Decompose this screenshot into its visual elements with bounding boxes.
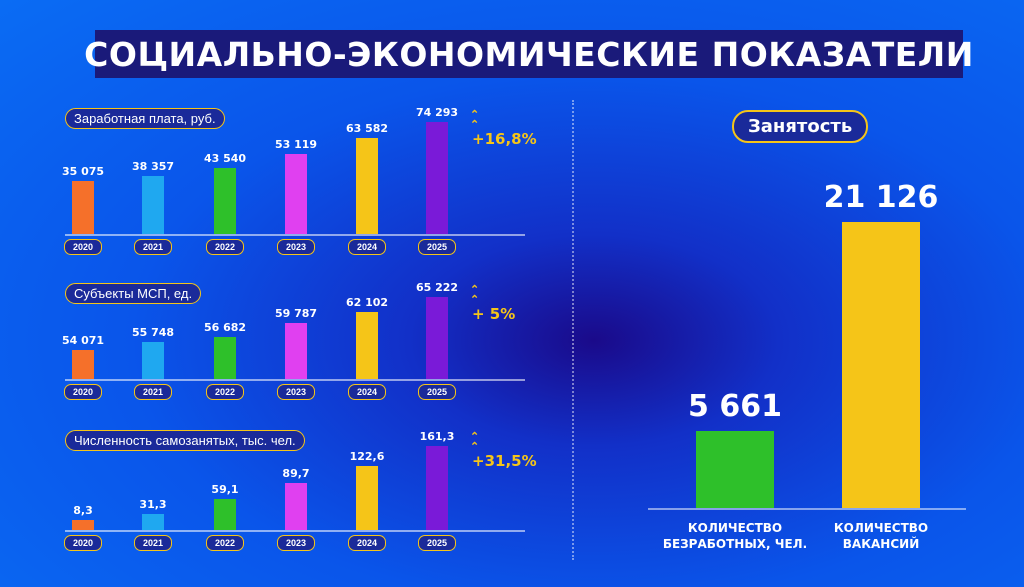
msp-bar-2020 [72, 349, 94, 379]
unemployed-value-label: 5 661 [688, 389, 782, 425]
salary-year-label: 2023 [277, 239, 315, 255]
msp-bar-2023 [285, 322, 307, 379]
title-bar: СОЦИАЛЬНО-ЭКОНОМИЧЕСКИЕ ПОКАЗАТЕЛИ [84, 30, 973, 78]
double-chevron-up-icon: ⌃ ⌃ [470, 284, 479, 306]
selfemployed-year-label: 2021 [134, 535, 172, 551]
msp-bar-2022 [214, 337, 236, 379]
salary-axis [65, 234, 525, 236]
msp-chart-title: Субъекты МСП, ед. [65, 283, 202, 304]
salary-value-label: 63 582 [345, 122, 389, 136]
salary-bar-2024 [356, 138, 378, 234]
selfemployed-value-label: 31,3 [139, 497, 167, 511]
selfemployed-value-label: 161,3 [419, 430, 455, 443]
msp-growth: ⌃ ⌃ + 5% [470, 284, 516, 324]
salary-bar-2020 [72, 181, 94, 234]
msp-axis [65, 379, 525, 381]
msp-year-label: 2023 [277, 384, 315, 400]
selfemployed-bar-2023 [285, 483, 307, 530]
msp-bar-2021 [142, 341, 164, 379]
msp-growth-percent: + 5% [472, 305, 516, 323]
salary-value-label: 53 119 [274, 137, 318, 151]
page-title: СОЦИАЛЬНО-ЭКОНОМИЧЕСКИЕ ПОКАЗАТЕЛИ [84, 34, 974, 74]
vacancies-category-label: КОЛИЧЕСТВО ВАКАНСИЙ [833, 521, 929, 551]
selfemployed-growth-percent: +31,5% [472, 452, 537, 470]
salary-year-label: 2024 [348, 239, 386, 255]
employment-axis [648, 508, 966, 510]
salary-bar-2021 [142, 176, 164, 234]
msp-value-label: 65 222 [415, 281, 459, 294]
salary-growth: ⌃ ⌃ +16,8% [470, 109, 537, 149]
salary-year-label: 2022 [206, 239, 244, 255]
salary-value-label: 74 293 [415, 106, 459, 119]
selfemployed-year-label: 2025 [418, 535, 456, 551]
msp-value-label: 54 071 [61, 333, 105, 347]
selfemployed-year-label: 2020 [64, 535, 102, 551]
employment-title: Занятость [732, 110, 869, 143]
vacancies-value-label: 21 126 [823, 180, 939, 215]
selfemployed-bar-2022 [214, 499, 236, 530]
selfemployed-year-label: 2023 [277, 535, 315, 551]
msp-bar-2024 [356, 311, 378, 379]
salary-growth-percent: +16,8% [472, 130, 537, 148]
msp-year-label: 2024 [348, 384, 386, 400]
msp-value-label: 59 787 [274, 306, 318, 320]
unemployed-bar [696, 431, 774, 508]
selfemployed-chart: Численность самозанятых, тыс. чел. 8,3 202… [60, 430, 537, 580]
salary-year-label: 2020 [64, 239, 102, 255]
selfemployed-axis [65, 530, 525, 532]
salary-year-label: 2025 [418, 239, 456, 255]
salary-year-label: 2021 [134, 239, 172, 255]
double-chevron-up-icon: ⌃ ⌃ [470, 109, 479, 131]
selfemployed-value-label: 122,6 [349, 450, 385, 464]
section-divider [572, 100, 574, 560]
salary-value-label: 43 540 [203, 152, 247, 166]
selfemployed-bar-2021 [142, 513, 164, 530]
selfemployed-value-label: 8,3 [73, 504, 93, 517]
salary-bar-2022 [214, 168, 236, 234]
msp-year-label: 2025 [418, 384, 456, 400]
selfemployed-year-label: 2022 [206, 535, 244, 551]
unemployed-category-label: КОЛИЧЕСТВО БЕЗРАБОТНЫХ, ЧЕЛ. [662, 521, 808, 551]
msp-year-label: 2020 [64, 384, 102, 400]
selfemployed-year-label: 2024 [348, 535, 386, 551]
msp-value-label: 55 748 [131, 325, 175, 339]
selfemployed-value-label: 59,1 [211, 483, 239, 497]
msp-bar-2025 [426, 297, 448, 379]
selfemployed-bar-2025 [426, 446, 448, 530]
msp-year-label: 2021 [134, 384, 172, 400]
salary-value-label: 38 357 [131, 160, 175, 174]
salary-bar-2023 [285, 153, 307, 234]
selfemployed-bar-2020 [72, 520, 94, 530]
msp-year-label: 2022 [206, 384, 244, 400]
double-chevron-up-icon: ⌃ ⌃ [470, 431, 479, 453]
salary-chart-title: Заработная плата, руб. [65, 108, 225, 129]
msp-chart: Субъекты МСП, ед. 54 071 2020 55 748 2021 56 … [60, 281, 530, 433]
selfemployed-bar-2024 [356, 466, 378, 530]
salary-chart: Заработная плата, руб. 35 075 2020 38 357 20… [60, 106, 537, 258]
msp-value-label: 56 682 [203, 321, 247, 335]
selfemployed-chart-title: Численность самозанятых, тыс. чел. [65, 430, 305, 451]
selfemployed-growth: ⌃ ⌃ +31,5% [470, 431, 537, 471]
salary-value-label: 35 075 [61, 165, 105, 179]
selfemployed-value-label: 89,7 [282, 467, 310, 481]
vacancies-bar [842, 222, 920, 508]
msp-value-label: 62 102 [345, 295, 389, 309]
salary-bar-2025 [426, 122, 448, 234]
